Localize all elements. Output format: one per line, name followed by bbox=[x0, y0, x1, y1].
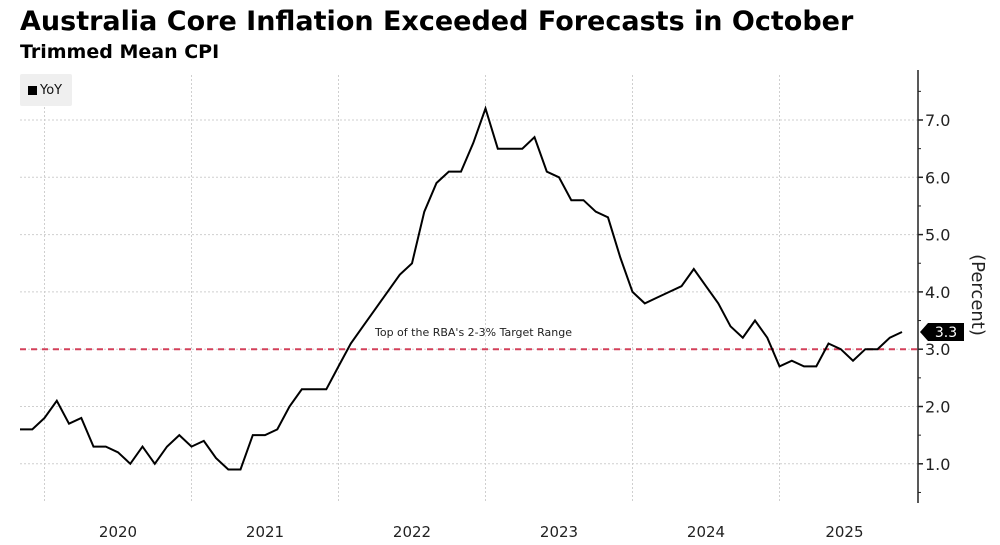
reference-line-label: Top of the RBA's 2-3% Target Range bbox=[374, 326, 572, 339]
y-tick-label: 5.0 bbox=[925, 226, 950, 245]
y-tick-label: 1.0 bbox=[925, 455, 950, 474]
y-axis-label: (Percent) bbox=[967, 254, 988, 336]
gridlines bbox=[20, 75, 918, 503]
x-tick-label: 2025 bbox=[825, 523, 863, 541]
series-group bbox=[20, 105, 903, 471]
x-tick-label: 2023 bbox=[540, 523, 578, 541]
legend-label: YoY bbox=[40, 82, 63, 98]
reference-line-group: Top of the RBA's 2-3% Target Range bbox=[20, 326, 918, 351]
last-value-label: 3.3 bbox=[935, 325, 957, 341]
legend: YoY bbox=[20, 74, 72, 106]
y-tick-label: 4.0 bbox=[925, 283, 950, 302]
y-tick-label: 6.0 bbox=[925, 168, 950, 187]
x-tick-label: 2020 bbox=[99, 523, 137, 541]
series-line-yoy bbox=[20, 105, 903, 471]
legend-swatch bbox=[28, 85, 37, 95]
y-tick-label: 3.0 bbox=[925, 340, 950, 359]
y-tick-label: 7.0 bbox=[925, 111, 950, 130]
x-tick-label: 2022 bbox=[393, 523, 431, 541]
x-axis-labels: 2020 2021 2022 2023 2024 2025 bbox=[99, 523, 864, 541]
x-tick-label: 2021 bbox=[246, 523, 284, 541]
chart-title: Australia Core Inflation Exceeded Foreca… bbox=[20, 6, 854, 37]
chart-subtitle: Trimmed Mean CPI bbox=[20, 41, 220, 63]
last-value-group: 3.3 bbox=[920, 323, 964, 342]
x-tick-label: 2024 bbox=[687, 523, 725, 541]
y-tick-label: 2.0 bbox=[925, 398, 950, 417]
last-value-badge bbox=[920, 323, 964, 342]
y-axis: 1.0 2.0 3.0 4.0 5.0 6.0 7.0 bbox=[917, 70, 950, 503]
